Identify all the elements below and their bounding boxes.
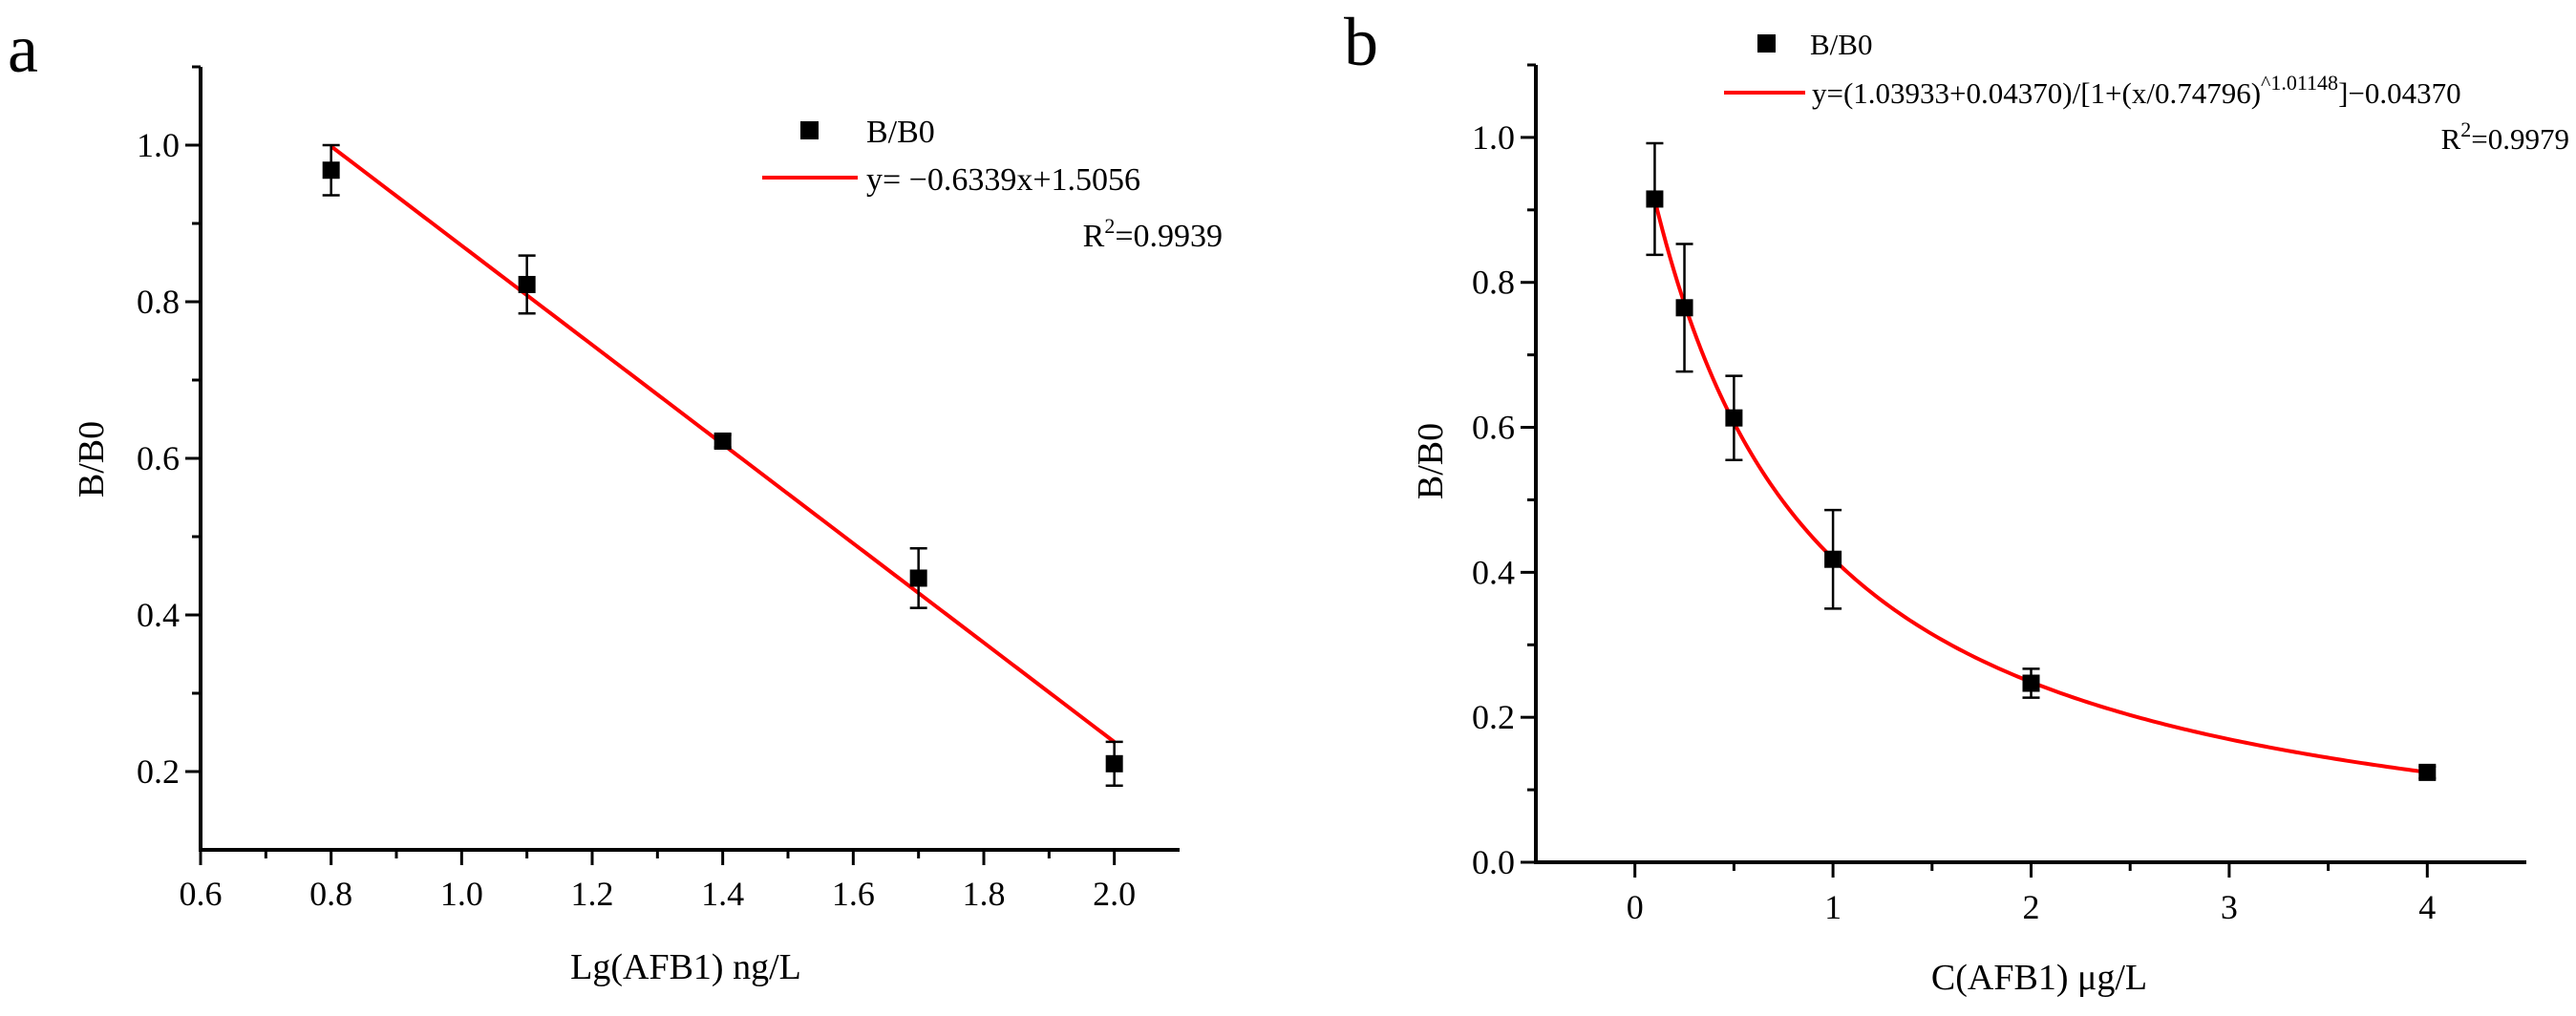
panel-a-y-tick-label: 0.6: [137, 439, 180, 477]
panel-b-legend-marker: [1757, 34, 1776, 53]
panel-a-x-tick-label: 0.8: [309, 875, 352, 913]
panel-b-data-point: [1646, 190, 1664, 208]
panel-b-data-point: [2022, 674, 2040, 692]
panel-a-r2-value: =0.9939: [1115, 219, 1223, 254]
panel-a-data-point: [909, 569, 927, 587]
panel-a-points-layer: [322, 143, 1123, 788]
panel-a-r2-exp: 2: [1104, 214, 1115, 238]
panel-a-y-axis-label: B/B0: [72, 421, 112, 497]
panel-b-y-tick-label: 0.8: [1472, 264, 1515, 302]
panel-b-x-axis-label: C(AFB1) μg/L: [1931, 958, 2147, 998]
panel-b-legend-equation: y=(1.03933+0.04370)/[1+(x/0.74796)^1.011…: [1812, 71, 2461, 110]
panel-b-y-tick-label: 1.0: [1472, 118, 1515, 157]
panel-a-x-tick-label: 1.8: [963, 875, 1006, 913]
panel-a-x-axis-label: Lg(AFB1) ng/L: [570, 947, 801, 987]
panel-b-fit-curve: [1652, 199, 2428, 774]
panel-b-equation-tail: ]−0.04370: [2338, 76, 2461, 110]
panel-b-y-tick-label: 0.6: [1472, 409, 1515, 447]
panel-a-y-tick-label: 1.0: [137, 126, 180, 164]
panel-b-y-tick-label: 0.0: [1472, 843, 1515, 881]
panel-b-axes: 0 1 2 3 4 0.0 0.2 0.4 0.6 0.8 1.0: [1472, 63, 2526, 926]
panel-a-x-tick-label: 1.2: [571, 875, 614, 913]
panel-b-legend-label: B/B0: [1810, 28, 1872, 61]
panel-a-y-tick-label: 0.2: [137, 752, 180, 791]
panel-a-axes: 0.6 0.8 1.0 1.2 1.4 1.6 1.8 2.0 0.2 0.4 0.6 0.8 1.0: [137, 65, 1180, 913]
panel-b-fit-layer: [1652, 199, 2428, 774]
panel-a-r2-prefix: R: [1083, 219, 1105, 254]
panel-b-y-tick-label: 0.2: [1472, 698, 1515, 736]
panel-b-r2-value: =0.9979: [2471, 122, 2569, 156]
panel-a-data-point: [713, 432, 732, 450]
chart-panel-b: b 0 1 2 3 4 0.0 0.2 0.4 0.6 0.8 1.0 C(AFB1) μg/L B…: [1344, 4, 2569, 998]
panel-a-x-tick-label: 1.0: [440, 875, 483, 913]
panel-b-letter: b: [1344, 4, 1378, 80]
panel-b-data-point: [1675, 299, 1693, 317]
panel-b-equation-main: y=(1.03933+0.04370)/[1+(x/0.74796): [1812, 76, 2261, 110]
panel-a-data-point: [518, 275, 536, 293]
panel-b-r2-exp: 2: [2460, 117, 2471, 141]
panel-b-points-layer: [1646, 141, 2437, 781]
panel-b-x-tick-label: 2: [2023, 888, 2040, 926]
panel-b-x-tick-label: 3: [2221, 888, 2238, 926]
panel-a-data-point: [1105, 754, 1123, 773]
panel-b-r2-prefix: R: [2441, 122, 2461, 156]
panel-b-data-point: [1824, 550, 1842, 568]
panel-a-x-tick-label: 1.6: [832, 875, 875, 913]
panel-b-legend: B/B0 y=(1.03933+0.04370)/[1+(x/0.74796)^…: [1724, 28, 2569, 156]
panel-a-legend-label: B/B0: [866, 115, 935, 150]
panel-a-y-tick-label: 0.4: [137, 596, 180, 634]
panel-a-letter: a: [8, 11, 38, 87]
panel-a-y-tick-label: 0.8: [137, 283, 180, 321]
panel-a-legend-r2: R2=0.9939: [1083, 214, 1223, 254]
panel-a-legend-equation: y= −0.6339x+1.5056: [866, 162, 1140, 198]
panel-a-x-tick-label: 2.0: [1093, 875, 1136, 913]
panel-b-data-point: [1725, 409, 1743, 427]
panel-a-data-point: [322, 161, 340, 180]
panel-b-y-tick-label: 0.4: [1472, 553, 1515, 591]
panel-b-x-tick-label: 4: [2418, 888, 2436, 926]
panel-b-y-axis-label: B/B0: [1411, 423, 1451, 499]
panel-a-legend: B/B0 y= −0.6339x+1.5056 R2=0.9939: [762, 115, 1223, 254]
panel-b-equation-exp: ^1.01148: [2261, 71, 2338, 95]
panel-b-data-point: [2418, 763, 2437, 781]
panel-b-legend-r2: R2=0.9979: [2441, 117, 2569, 156]
panel-a-x-tick-label: 1.4: [701, 875, 744, 913]
chart-panel-a: a 0.6 0.8 1.0 1.2 1.4 1.6 1.8 2.0 0.2 0.4 0.6 0.8 1.…: [8, 11, 1223, 987]
panel-b-x-tick-label: 1: [1824, 888, 1842, 926]
panel-a-legend-marker: [800, 121, 819, 139]
panel-a-x-tick-label: 0.6: [180, 875, 223, 913]
panel-b-x-tick-label: 0: [1627, 888, 1644, 926]
